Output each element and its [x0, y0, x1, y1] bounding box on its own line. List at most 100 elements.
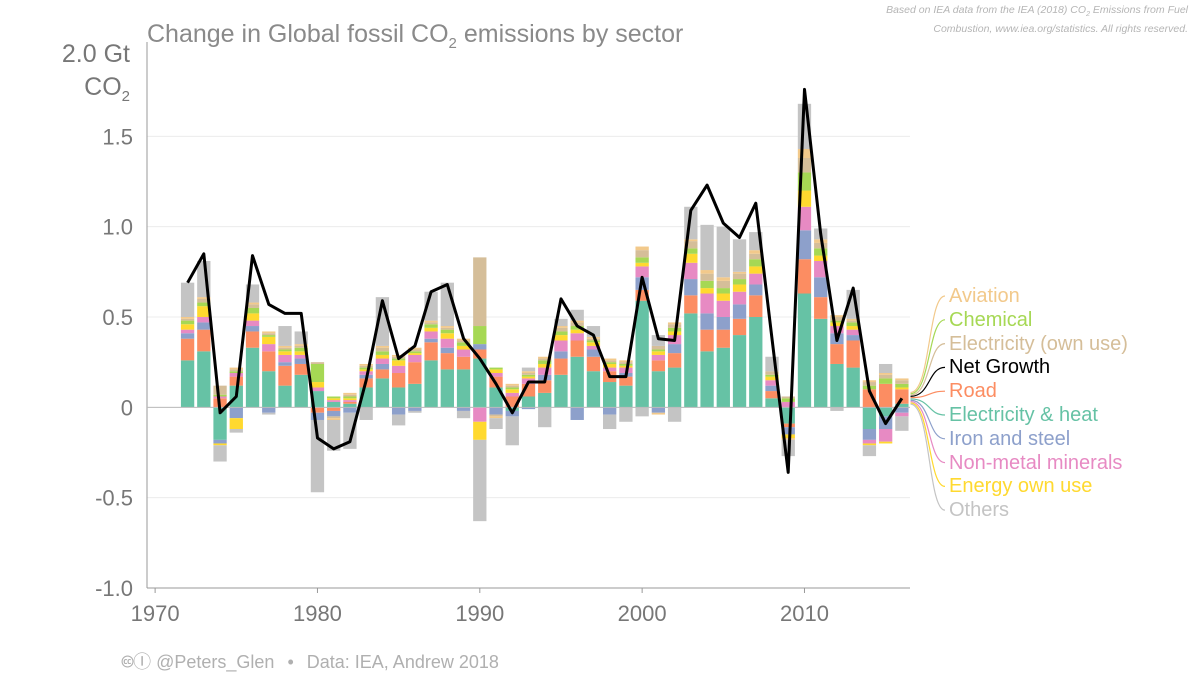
bar-segment: [213, 439, 227, 444]
bar-segment: [327, 418, 341, 420]
bar-segment: [310, 419, 325, 493]
bar-segment: [797, 230, 812, 260]
bar-segment: [505, 407, 519, 411]
bar-segment: [538, 407, 552, 428]
bar-segment: [327, 416, 341, 419]
bar-segment: [473, 439, 487, 522]
bar-segment: [505, 416, 519, 446]
bar-segment: [749, 259, 763, 267]
separator-dot: •: [287, 652, 294, 672]
bar-segment: [505, 387, 519, 390]
bar-segment: [732, 239, 747, 272]
legend-item: Aviation: [949, 285, 1020, 307]
source-note: Based on IEA data from the IEA (2018) CO…: [886, 4, 1188, 36]
bar-segment: [294, 351, 308, 355]
bar-segment: [749, 273, 763, 285]
bar-segment: [878, 383, 893, 408]
bar-segment: [375, 347, 390, 352]
y-tick-label: 1.5: [102, 124, 133, 149]
legend-item: Non-metal minerals: [949, 451, 1123, 474]
bar-segment: [586, 340, 601, 343]
bar-segment: [651, 371, 666, 408]
bar-segment: [327, 419, 341, 451]
bar-segment: [359, 365, 373, 368]
legend-item: Road: [949, 380, 997, 403]
bar-segment: [391, 414, 406, 426]
x-tick-label: 1980: [293, 601, 342, 626]
bar-segment: [846, 340, 860, 368]
bar-segment: [700, 270, 714, 274]
bar-segment: [375, 363, 390, 370]
bar-segment: [619, 363, 633, 366]
legend-connector: [910, 403, 946, 511]
bar-segment: [700, 280, 714, 289]
bar-segment: [619, 362, 633, 364]
bar-segment: [651, 349, 666, 352]
bar-segment: [895, 416, 909, 431]
bar-segment: [667, 407, 682, 422]
bar-segment: [667, 367, 682, 408]
bar-segment: [603, 360, 617, 363]
bar-segment: [180, 338, 195, 361]
bar-segment: [391, 373, 406, 388]
bar-segment: [667, 324, 682, 328]
bar-segment: [862, 407, 877, 430]
legend-item: Net Growth: [949, 356, 1051, 379]
bar-segment: [262, 351, 276, 372]
bar-segment: [846, 335, 860, 341]
bar-segment: [456, 369, 471, 408]
bar-segment: [635, 250, 649, 258]
bar-segment: [327, 400, 341, 402]
footer: 🅭Ⓘ @Peters_Glen • Data: IEA, Andrew 2018: [122, 648, 499, 674]
bar-segment: [310, 382, 325, 388]
bar-segment: [586, 342, 601, 346]
bar-segment: [375, 351, 390, 355]
bar-segment: [440, 347, 454, 354]
legend-connector: [910, 402, 946, 487]
net-growth-line: [186, 87, 904, 474]
y-tick-label: 1.0: [102, 215, 133, 240]
bar-segment: [814, 248, 828, 256]
bar-segment: [830, 317, 844, 321]
bar-segment: [765, 391, 779, 399]
bar-segment: [732, 304, 747, 319]
bar-segment: [554, 358, 568, 375]
bar-segment: [489, 416, 503, 419]
bar-segment: [797, 148, 812, 159]
bar-segment: [245, 347, 260, 408]
bar-segment: [408, 410, 422, 413]
bar-segment: [603, 363, 617, 368]
bar-segment: [408, 362, 422, 384]
bar-segment: [570, 329, 584, 334]
bar-segment: [440, 326, 454, 328]
bar-segment: [424, 327, 438, 332]
bar-segment: [635, 300, 649, 408]
bar-segment: [586, 326, 601, 337]
legend-connector: [910, 400, 946, 464]
bar-segment: [586, 345, 601, 350]
bar-segment: [424, 360, 438, 408]
bar-segment: [440, 327, 454, 330]
bar-segment: [538, 367, 552, 375]
bar-segment: [375, 354, 390, 359]
x-tick-label: 2000: [618, 601, 667, 626]
bar-segment: [700, 351, 714, 408]
bar-segment: [797, 206, 812, 231]
bar-segment: [180, 329, 195, 334]
bar-segment: [245, 331, 260, 348]
bar-segment: [846, 326, 860, 330]
bar-segment: [846, 329, 860, 336]
bar-segment: [229, 367, 243, 370]
bar-segment: [586, 356, 601, 372]
bar-segment: [245, 313, 260, 321]
bar-segment: [603, 382, 617, 408]
legend-item: Energy own use: [949, 475, 1093, 498]
bar-segment: [213, 385, 227, 395]
bar-segment: [619, 407, 633, 422]
bar-segment: [505, 392, 519, 397]
bar-segment: [554, 351, 568, 359]
bar-segment: [521, 407, 536, 410]
bar-segment: [781, 398, 795, 402]
bar-segment: [197, 302, 211, 307]
bar-segment: [278, 385, 292, 408]
